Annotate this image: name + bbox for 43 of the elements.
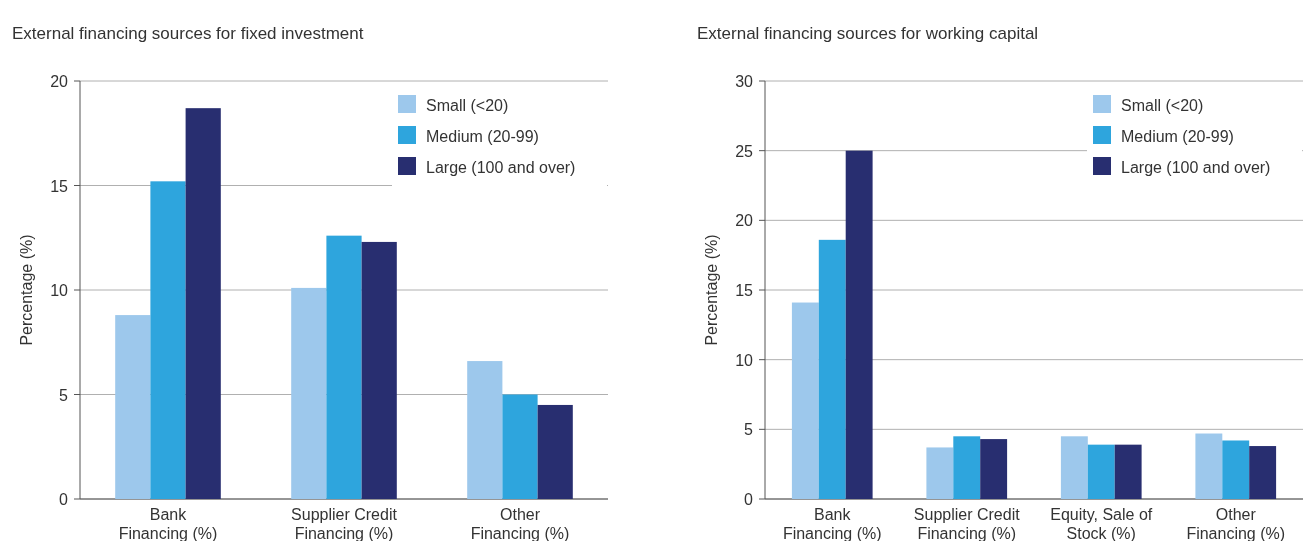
bar (1060, 436, 1088, 499)
bar (845, 150, 873, 499)
bar (326, 235, 362, 499)
bar (115, 315, 151, 499)
bar (150, 181, 186, 499)
bar (926, 447, 954, 499)
bar (953, 436, 981, 499)
chart-title: External financing sources for working capital (697, 24, 1039, 43)
y-tick-label: 15 (735, 282, 754, 299)
bar (361, 241, 397, 499)
bar (791, 302, 819, 499)
legend-label: Medium (20-99) (426, 128, 539, 145)
bar (291, 287, 327, 499)
y-tick-label: 0 (744, 491, 754, 508)
y-tick-label: 10 (50, 282, 69, 299)
legend-label: Large (100 and over) (426, 159, 576, 176)
bar (502, 394, 538, 499)
bar (1222, 440, 1250, 499)
y-tick-label: 30 (735, 73, 754, 90)
bar (185, 108, 221, 499)
bar (537, 404, 573, 499)
bar (467, 361, 503, 499)
legend-label: Small (<20) (426, 97, 509, 114)
y-axis-title: Percentage (%) (703, 234, 720, 346)
chart-title: External financing sources for fixed investment (12, 24, 364, 43)
y-tick-label: 15 (50, 177, 69, 195)
y-tick-label: 10 (735, 351, 754, 369)
y-tick-label: 5 (59, 386, 69, 404)
y-tick-label: 20 (735, 212, 754, 230)
y-axis-title: Percentage (%) (18, 234, 35, 346)
bar (980, 439, 1008, 499)
bar (1087, 444, 1115, 499)
y-tick-label: 20 (50, 73, 69, 90)
legend-label: Small (<20) (1121, 97, 1204, 114)
legend-label: Large (100 and over) (1121, 159, 1271, 176)
bar (1195, 433, 1223, 499)
bar (1249, 446, 1277, 499)
bar (1114, 444, 1142, 499)
bar (818, 239, 846, 499)
y-tick-label: 25 (735, 142, 754, 160)
y-tick-label: 0 (59, 491, 69, 508)
legend-label: Medium (20-99) (1121, 128, 1234, 145)
y-tick-label: 5 (744, 421, 754, 439)
